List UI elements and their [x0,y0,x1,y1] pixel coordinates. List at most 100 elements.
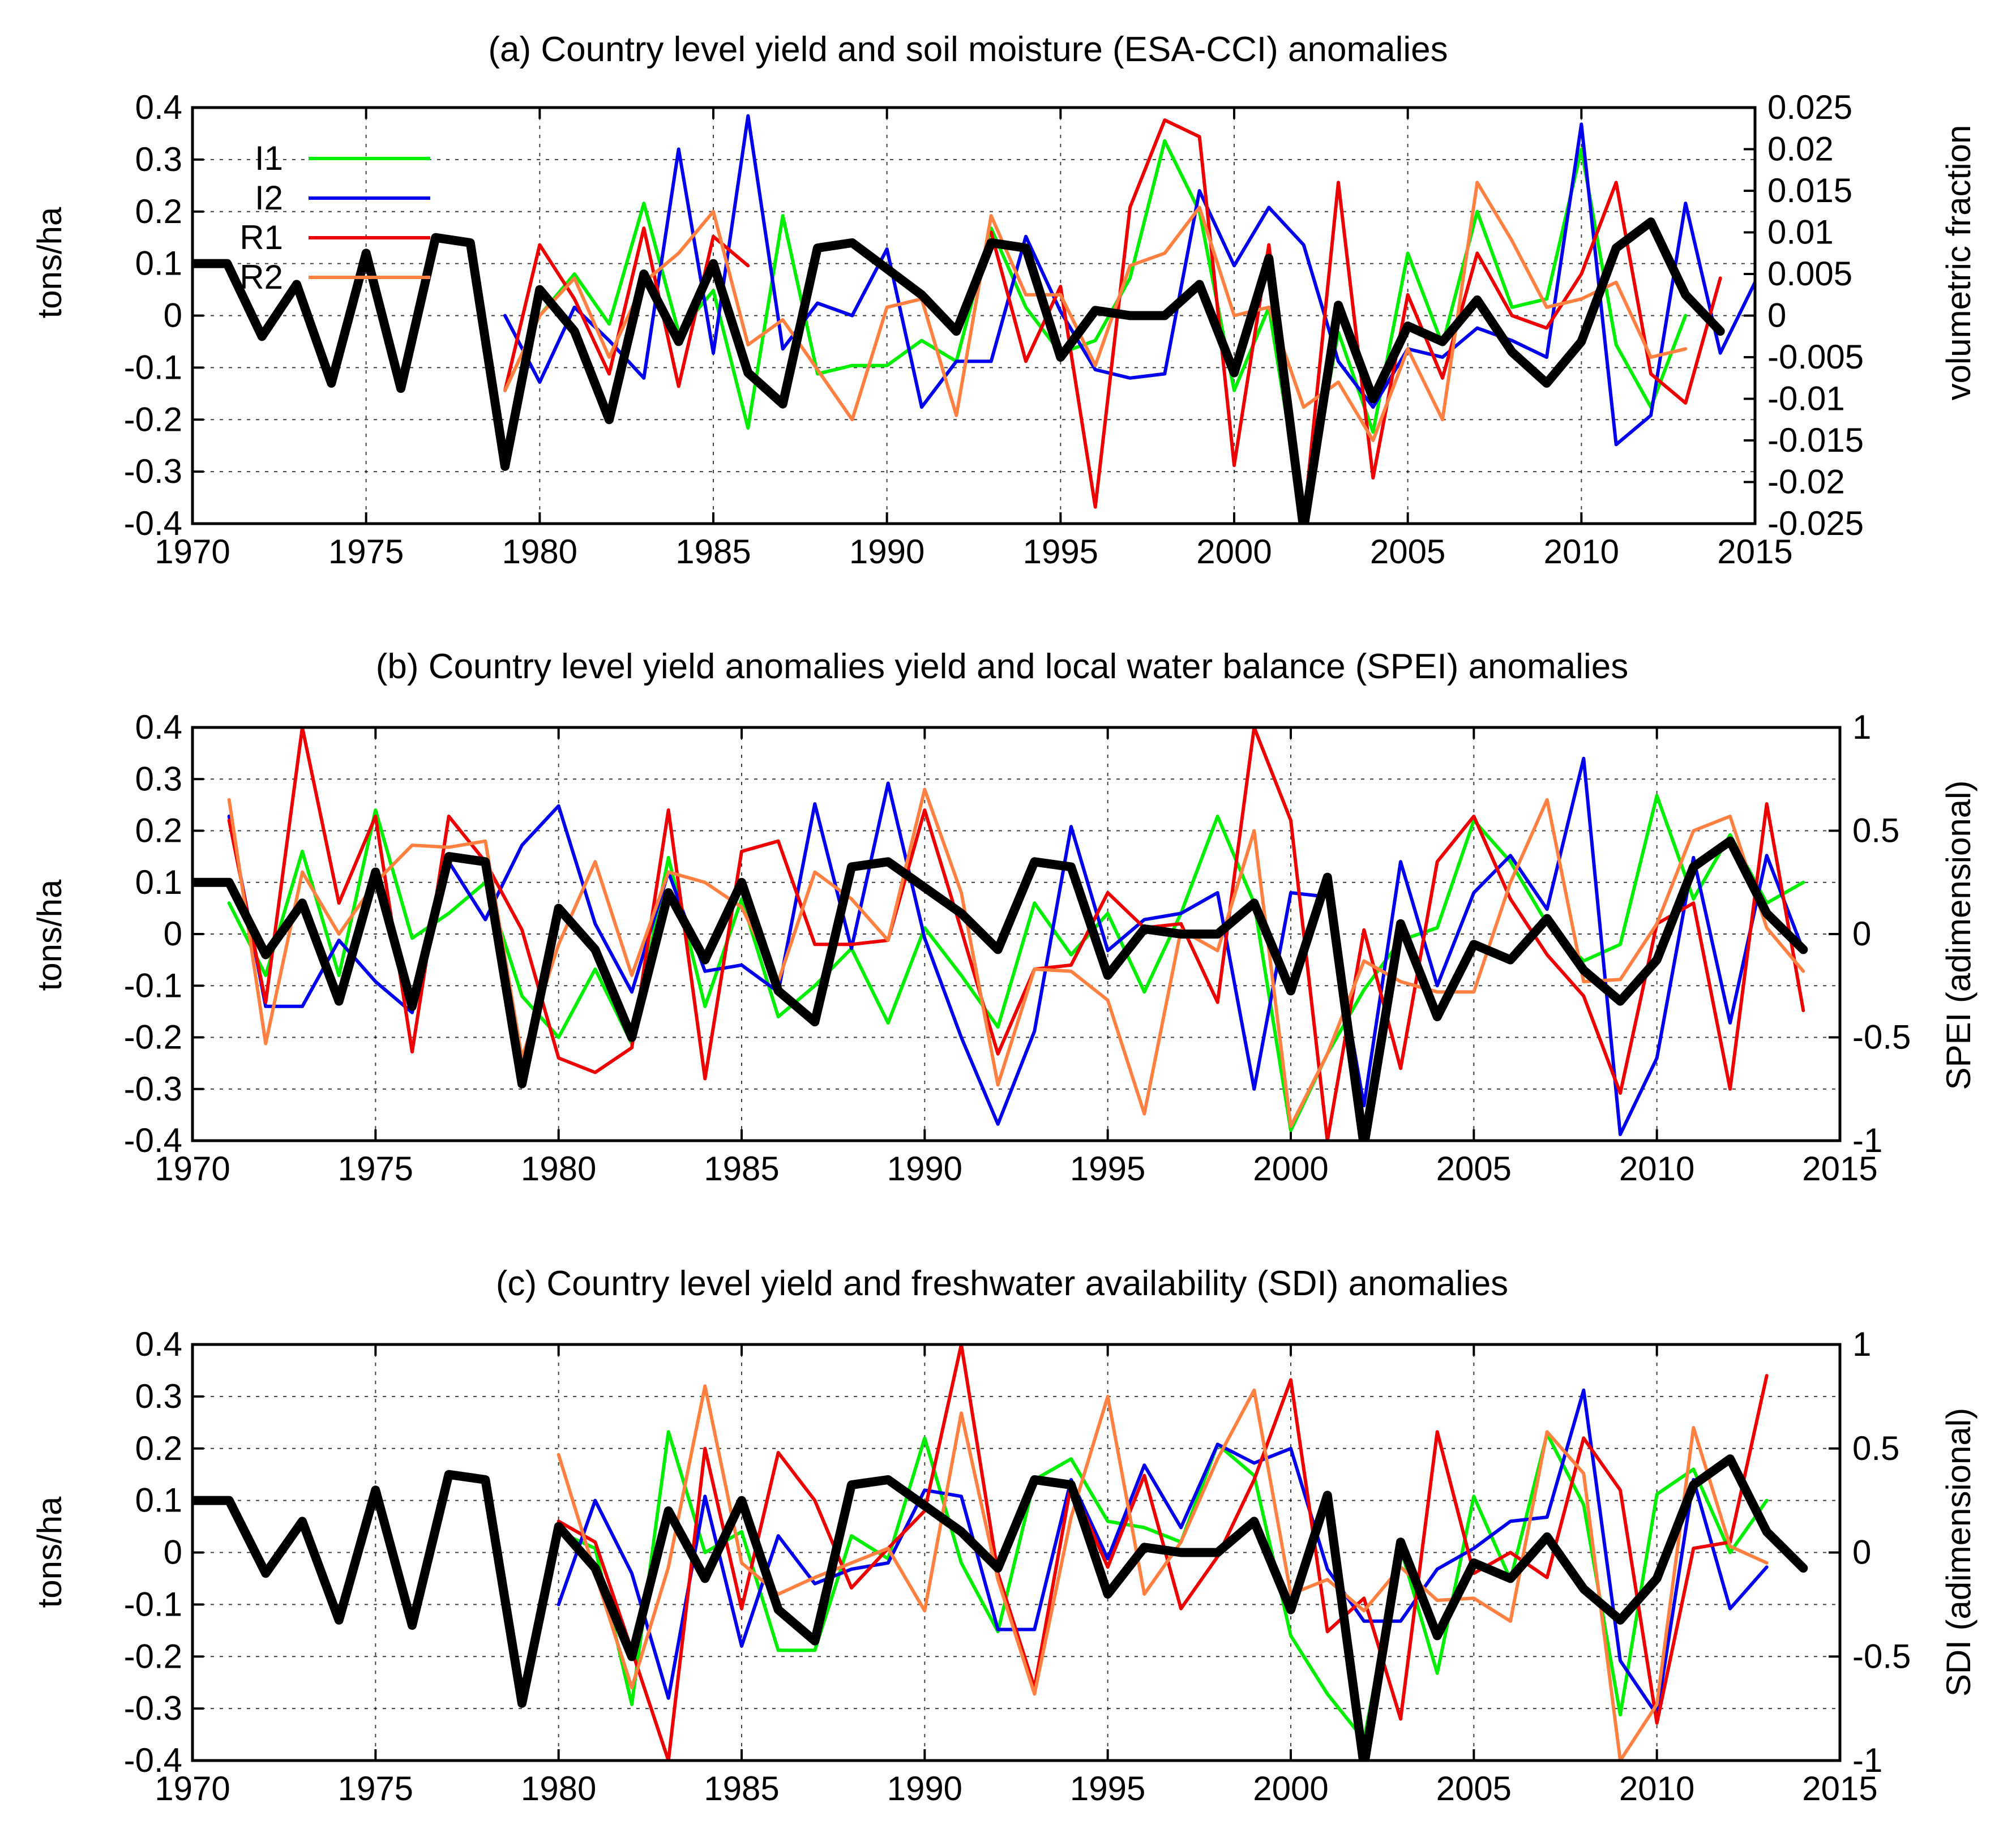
legend-label-i2: I2 [255,179,283,217]
panel-a-series-r1 [989,118,1722,524]
panel-a-ytick-label: 0.4 [135,88,182,126]
panel-b-y2tick-label: -0.5 [1852,1018,1911,1056]
panel-b-y2tick-label: 1 [1852,708,1871,746]
panel-c-xtick-label: 1975 [338,1770,413,1808]
panel-c-series-r2 [557,1384,1769,1761]
panel-a-series-r1 [503,226,750,392]
panel-a-frame [191,106,1757,525]
panel-a-ylabel: tons/ha [31,207,69,318]
panel-c-ytick-label: -0.3 [124,1689,182,1727]
panel-a-series-i2 [503,114,1755,447]
panel-b-xtick-label: 2005 [1436,1150,1512,1188]
panel-a-ytick-label: 0.3 [135,140,182,178]
panel-a-y2tick-label: 0.01 [1767,213,1834,251]
panel-c-y2tick-label: -0.5 [1852,1637,1911,1675]
panel-a-xtick-label: 1980 [502,533,577,571]
panel-c-ytick-label: 0.1 [135,1481,182,1519]
panel-b-series-yield [192,836,1808,1141]
panel-b-xtick-label: 1985 [704,1150,779,1188]
panel-a-xtick-label: 1970 [155,533,230,571]
panel-a-series-i1 [503,139,1688,524]
panel-c-xtick-label: 1990 [887,1770,962,1808]
panel-a-ytick-label: 0.2 [135,192,182,230]
panel-b-ytick-label: 0.1 [135,863,182,901]
panel-a-xtick-label: 1985 [675,533,751,571]
panel-c-ytick-label: -0.1 [124,1585,182,1623]
panel-b-xtick-label: 2000 [1253,1150,1328,1188]
panel-b-title: (b) Country level yield anomalies yield … [376,647,1628,686]
panel-c-ytick-label: -0.2 [124,1637,182,1675]
panel-a-y2tick-label: 0.005 [1767,255,1852,293]
panel-c-ytick-label: -0.4 [124,1741,182,1779]
panel-a-y2tick-label: -0.01 [1767,380,1845,418]
panel-b-xtick-label: 2010 [1619,1150,1694,1188]
panel-a-xtick-label: 2000 [1196,533,1272,571]
panel-c-xtick-label: 2010 [1619,1770,1694,1808]
panel-c: (c) Country level yield and freshwater a… [31,1264,1978,1808]
panel-a-series-yield [192,217,1725,524]
panel-b-ytick-label: 0 [164,915,182,953]
legend-label-r1: R1 [239,219,283,256]
panel-b-xtick-label: 1995 [1070,1150,1145,1188]
panel-c-xtick-label: 1985 [704,1770,779,1808]
panel-a-y2label: volumetric fraction [1940,125,1978,401]
panel-b-y2tick-label: -1 [1852,1121,1882,1159]
panel-b-ytick-label: -0.4 [124,1121,182,1159]
panel-a-ytick-label: 0.1 [135,245,182,282]
panel-b-ylabel: tons/ha [31,879,69,991]
panel-a-xtick-label: 2005 [1370,533,1445,571]
panel-b-ytick-label: 0.2 [135,812,182,850]
panel-a-ytick-label: -0.3 [124,452,182,490]
panel-a-y2tick-label: 0.02 [1767,130,1834,168]
panel-b-ytick-label: 0.3 [135,760,182,798]
panel-c-y2tick-label: 1 [1852,1325,1871,1363]
panel-b-y2tick-label: 0 [1852,915,1871,953]
panel-a-y2tick-label: -0.005 [1767,338,1864,376]
panel-b-ytick-label: -0.2 [124,1018,182,1056]
panel-a-series-r2 [503,181,1688,442]
panel-a-y2tick-label: -0.025 [1767,504,1864,542]
panel-a: (a) Country level yield and soil moistur… [31,30,1978,571]
panel-a-plot-area [192,114,1755,524]
panel-a-ytick-label: -0.4 [124,504,182,542]
panel-c-ylabel: tons/ha [31,1496,69,1608]
panel-c-ytick-label: 0 [164,1534,182,1571]
panel-c-xtick-label: 2000 [1253,1770,1328,1808]
panel-b-ytick-label: -0.1 [124,966,182,1004]
panel-b: (b) Country level yield anomalies yield … [31,647,1978,1188]
panel-a-title: (a) Country level yield and soil moistur… [488,30,1448,69]
panel-a-y2tick-label: 0 [1767,297,1786,335]
panel-b-plot-area [192,727,1808,1141]
panel-a-xtick-label: 1995 [1023,533,1098,571]
panel-b-xtick-label: 1970 [155,1150,230,1188]
panel-a-xtick-label: 1990 [849,533,924,571]
panel-b-ytick-label: 0.4 [135,708,182,746]
panel-c-ytick-label: 0.3 [135,1377,182,1415]
panel-c-series-r1 [557,1344,1769,1761]
panel-c-xtick-label: 2015 [1802,1770,1877,1808]
panel-b-xtick-label: 1975 [338,1150,413,1188]
legend-label-r2: R2 [239,258,283,296]
panel-b-ytick-label: -0.3 [124,1070,182,1108]
panel-c-y2tick-label: -1 [1852,1741,1882,1779]
panel-b-xtick-label: 1990 [887,1150,962,1188]
panel-a-y2tick-label: -0.015 [1767,421,1864,459]
panel-b-y2tick-label: 0.5 [1852,812,1899,850]
panel-c-y2label: SDI (adimensional) [1940,1408,1978,1697]
panel-c-xtick-label: 2005 [1436,1770,1512,1808]
panel-c-plot-area [192,1344,1808,1761]
panel-a-y2tick-label: -0.02 [1767,463,1845,501]
panel-c-y2tick-label: 0 [1852,1534,1871,1571]
panel-a-ytick-label: -0.2 [124,400,182,438]
panel-c-xtick-label: 1970 [155,1770,230,1808]
panel-b-frame [191,726,1842,1142]
panel-c-xtick-label: 1995 [1070,1770,1145,1808]
panel-c-xtick-label: 1980 [521,1770,596,1808]
panel-c-ytick-label: 0.2 [135,1429,182,1467]
panel-b-xtick-label: 1980 [521,1150,596,1188]
panel-a-ytick-label: -0.1 [124,348,182,386]
panel-c-series-yield [192,1454,1808,1761]
panel-a-xtick-label: 2010 [1544,533,1619,571]
panel-a-y2tick-label: 0.025 [1767,88,1852,126]
